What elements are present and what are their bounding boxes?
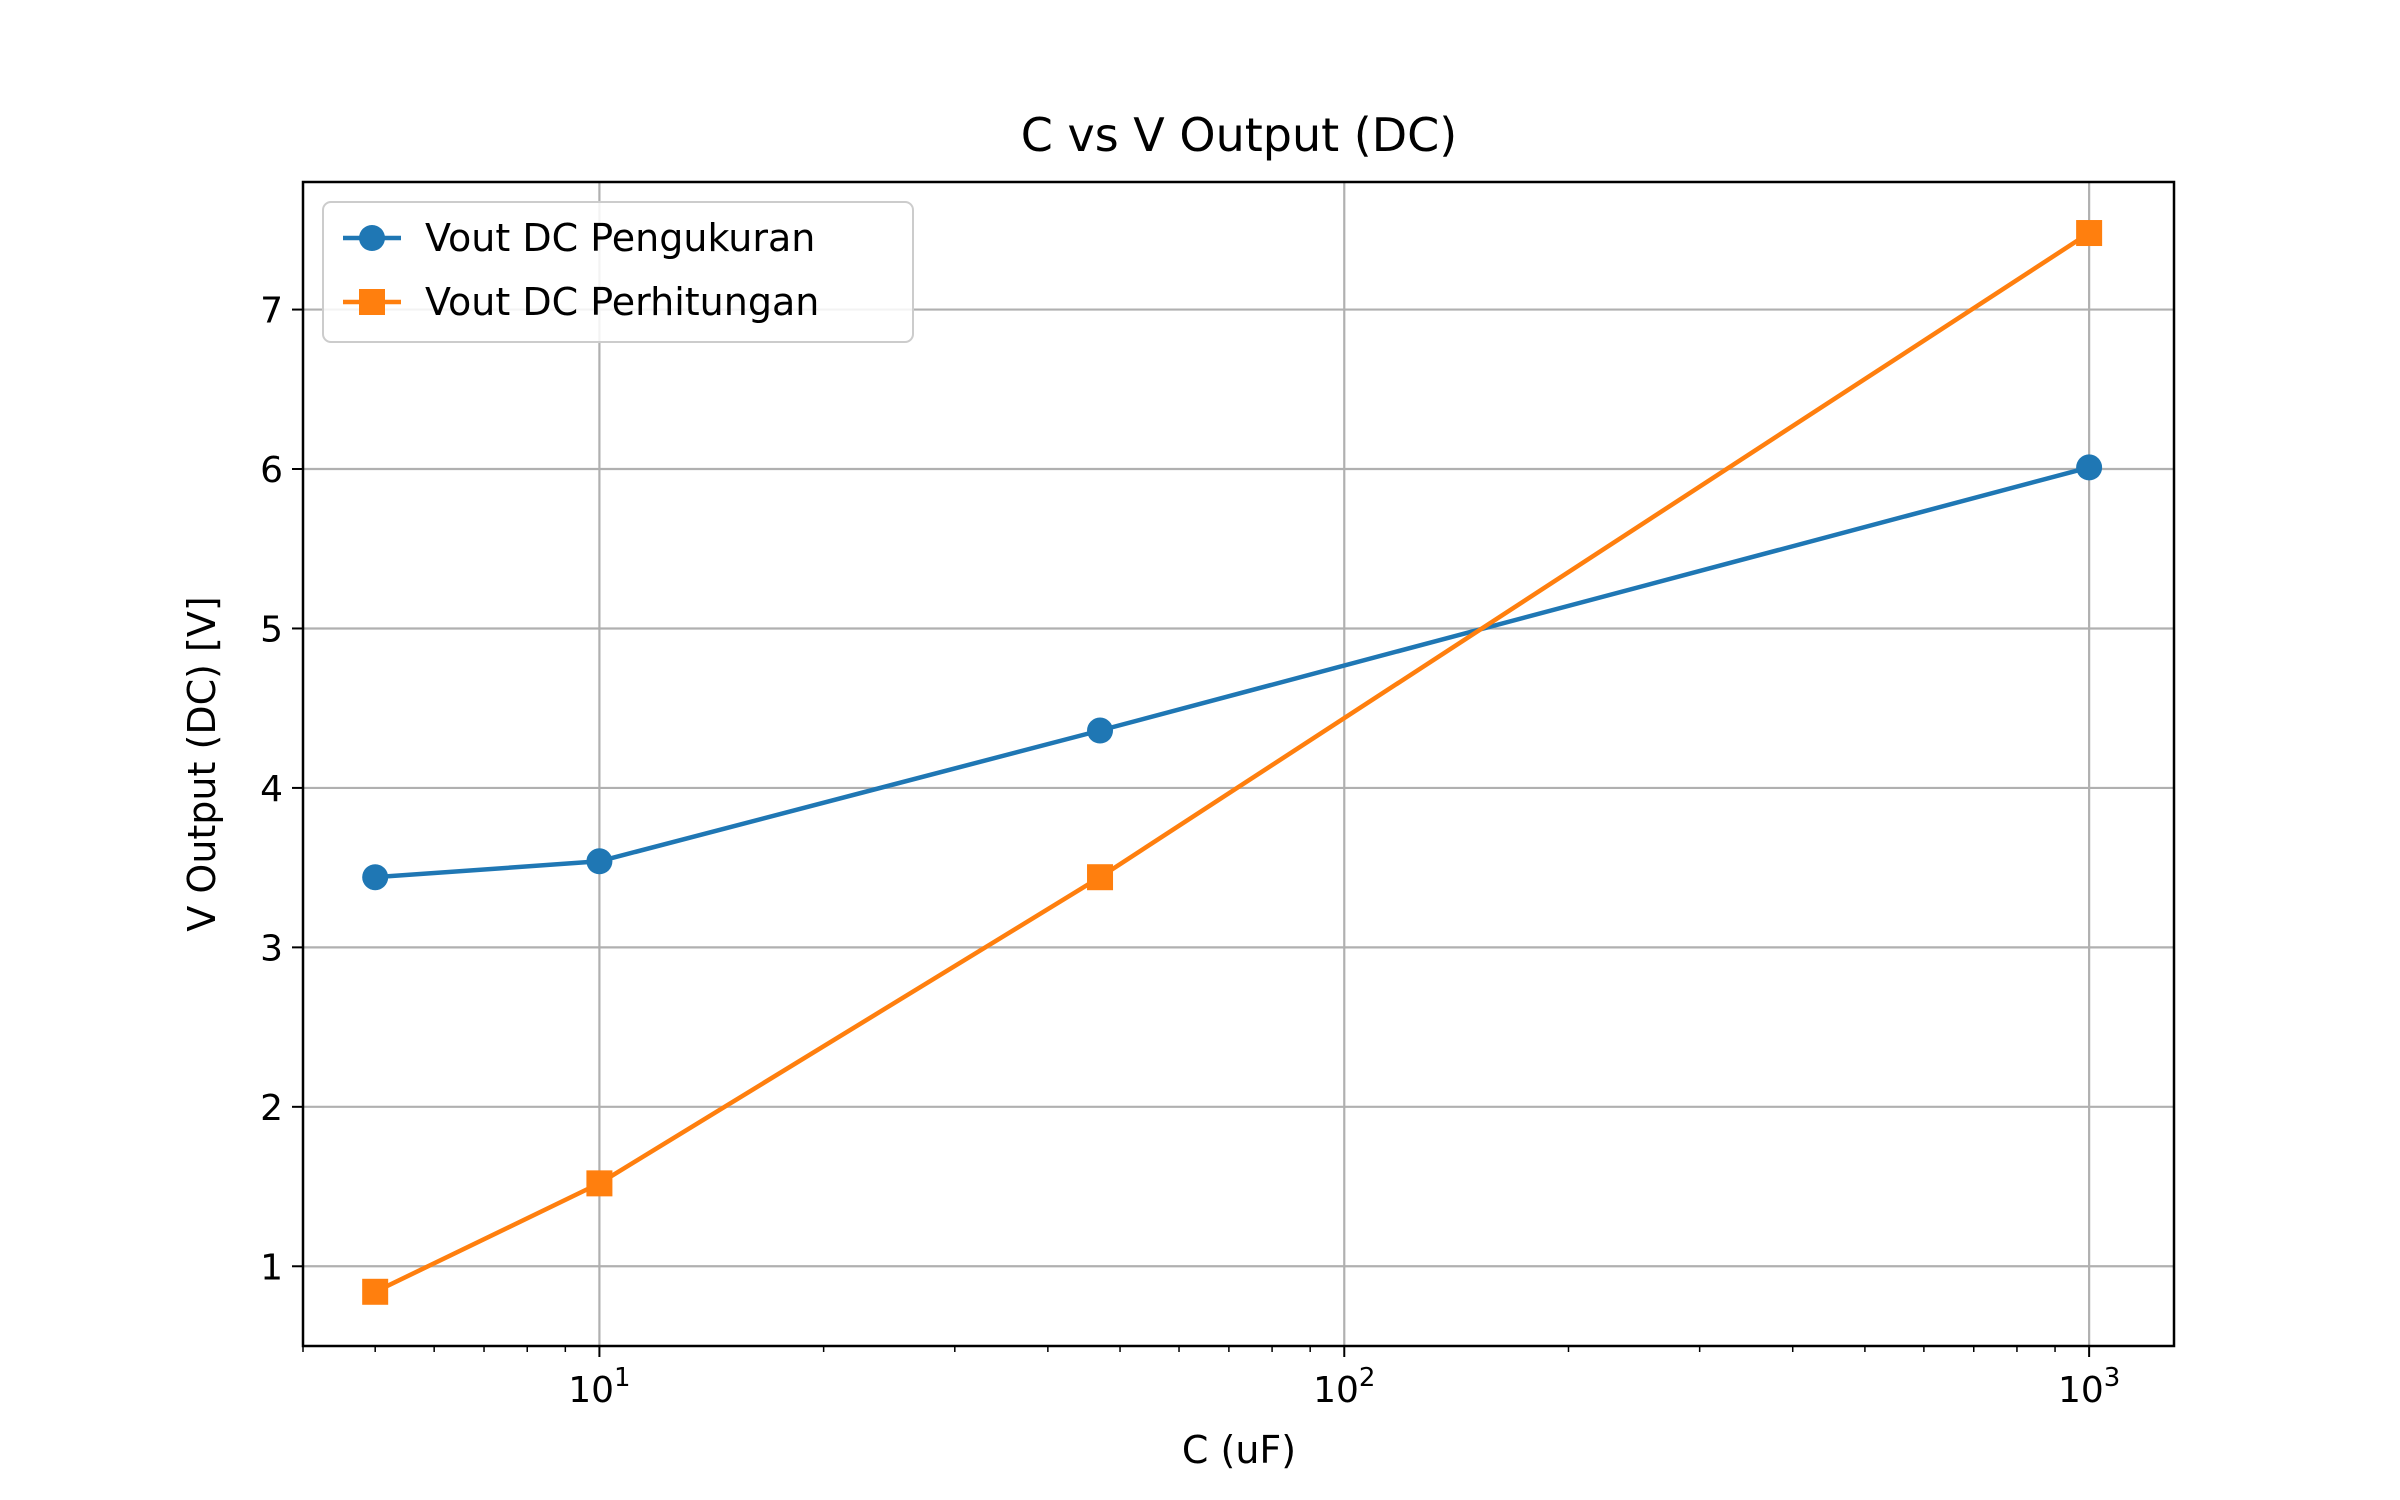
x-tick-label: 102 (1313, 1363, 1375, 1411)
legend-label: Vout DC Perhitungan (425, 280, 819, 324)
x-tick-exponent: 1 (614, 1363, 631, 1393)
data-point (2076, 220, 2103, 247)
y-tick-label: 3 (260, 928, 283, 969)
y-axis-label: V Output (DC) [V] (180, 596, 224, 931)
grid (303, 182, 2174, 1346)
data-point (1087, 864, 1114, 891)
data-point (586, 848, 613, 875)
series-layer (362, 220, 2103, 1305)
x-tick-base: 10 (2058, 1370, 2104, 1411)
x-tick-base: 10 (568, 1370, 614, 1411)
y-tick-label: 1 (260, 1247, 283, 1288)
data-point (362, 864, 389, 891)
x-tick-label: 101 (568, 1363, 630, 1411)
data-point (2076, 454, 2103, 481)
y-tick-label: 7 (260, 291, 283, 332)
series-line (375, 465, 2090, 880)
y-tick-label: 4 (260, 769, 283, 810)
data-point (1087, 717, 1114, 744)
y-tick-label: 6 (260, 450, 283, 491)
legend: Vout DC Pengukuran Vout DC Perhitungan (322, 201, 914, 343)
legend-box (322, 201, 914, 343)
x-axis-label: C (uF) (1182, 1428, 1296, 1472)
y-axis: 1 2 3 4 5 6 7 (260, 291, 303, 1288)
y-tick-label: 5 (260, 609, 283, 650)
data-point (362, 1278, 389, 1305)
legend-marker (359, 225, 385, 251)
y-tick-label: 2 (260, 1088, 283, 1129)
legend-label: Vout DC Pengukuran (425, 216, 815, 260)
x-tick-exponent: 2 (1359, 1363, 1376, 1393)
legend-marker (359, 289, 385, 315)
x-axis: 101 102 103 (302, 1346, 2120, 1411)
x-tick-base: 10 (1313, 1370, 1359, 1411)
chart-title: C vs V Output (DC) (1021, 108, 1457, 162)
x-tick-exponent: 3 (2104, 1363, 2121, 1393)
x-tick-label: 103 (2058, 1363, 2120, 1411)
series-line (374, 231, 2091, 1294)
plot-area-frame (301, 180, 2176, 1348)
data-point (586, 1170, 613, 1197)
